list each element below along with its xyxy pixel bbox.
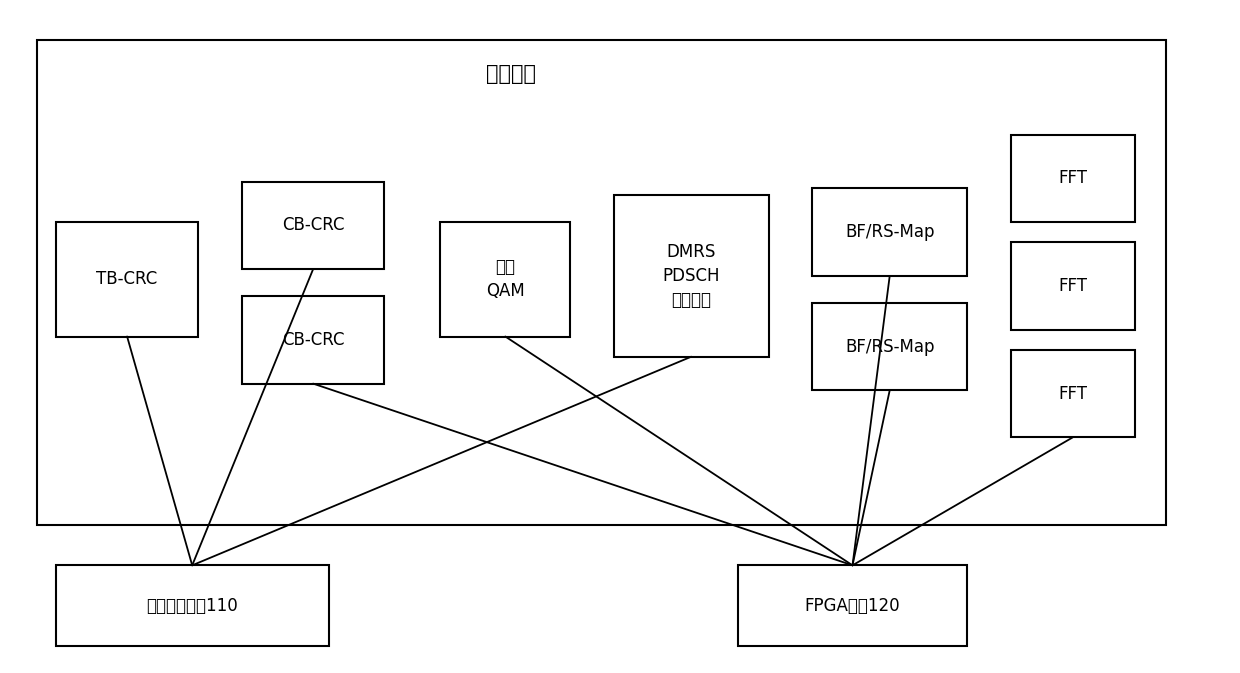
Text: FPGA节点120: FPGA节点120 xyxy=(805,597,900,614)
Text: 通用处理节点110: 通用处理节点110 xyxy=(146,597,238,614)
Bar xyxy=(440,222,570,336)
Bar xyxy=(738,565,967,646)
Bar xyxy=(1011,350,1135,437)
Text: 加扰
QAM: 加扰 QAM xyxy=(486,258,525,300)
Text: CB-CRC: CB-CRC xyxy=(281,217,345,234)
Text: BF/RS-Map: BF/RS-Map xyxy=(844,338,935,355)
Bar xyxy=(1011,242,1135,330)
Bar xyxy=(37,40,1166,525)
Text: FFT: FFT xyxy=(1058,277,1087,295)
Bar xyxy=(242,182,384,269)
Bar xyxy=(614,195,769,357)
Bar xyxy=(56,222,198,336)
Bar xyxy=(1011,135,1135,222)
Text: 算法模块: 算法模块 xyxy=(486,64,536,84)
Text: DMRS
PDSCH
资源映射: DMRS PDSCH 资源映射 xyxy=(662,244,720,308)
Text: FFT: FFT xyxy=(1058,170,1087,187)
Bar xyxy=(812,303,967,390)
Text: FFT: FFT xyxy=(1058,385,1087,402)
Text: CB-CRC: CB-CRC xyxy=(281,331,345,349)
Text: BF/RS-Map: BF/RS-Map xyxy=(844,223,935,241)
Bar xyxy=(812,188,967,276)
Text: TB-CRC: TB-CRC xyxy=(97,271,157,288)
Bar xyxy=(56,565,329,646)
Bar xyxy=(242,296,384,384)
